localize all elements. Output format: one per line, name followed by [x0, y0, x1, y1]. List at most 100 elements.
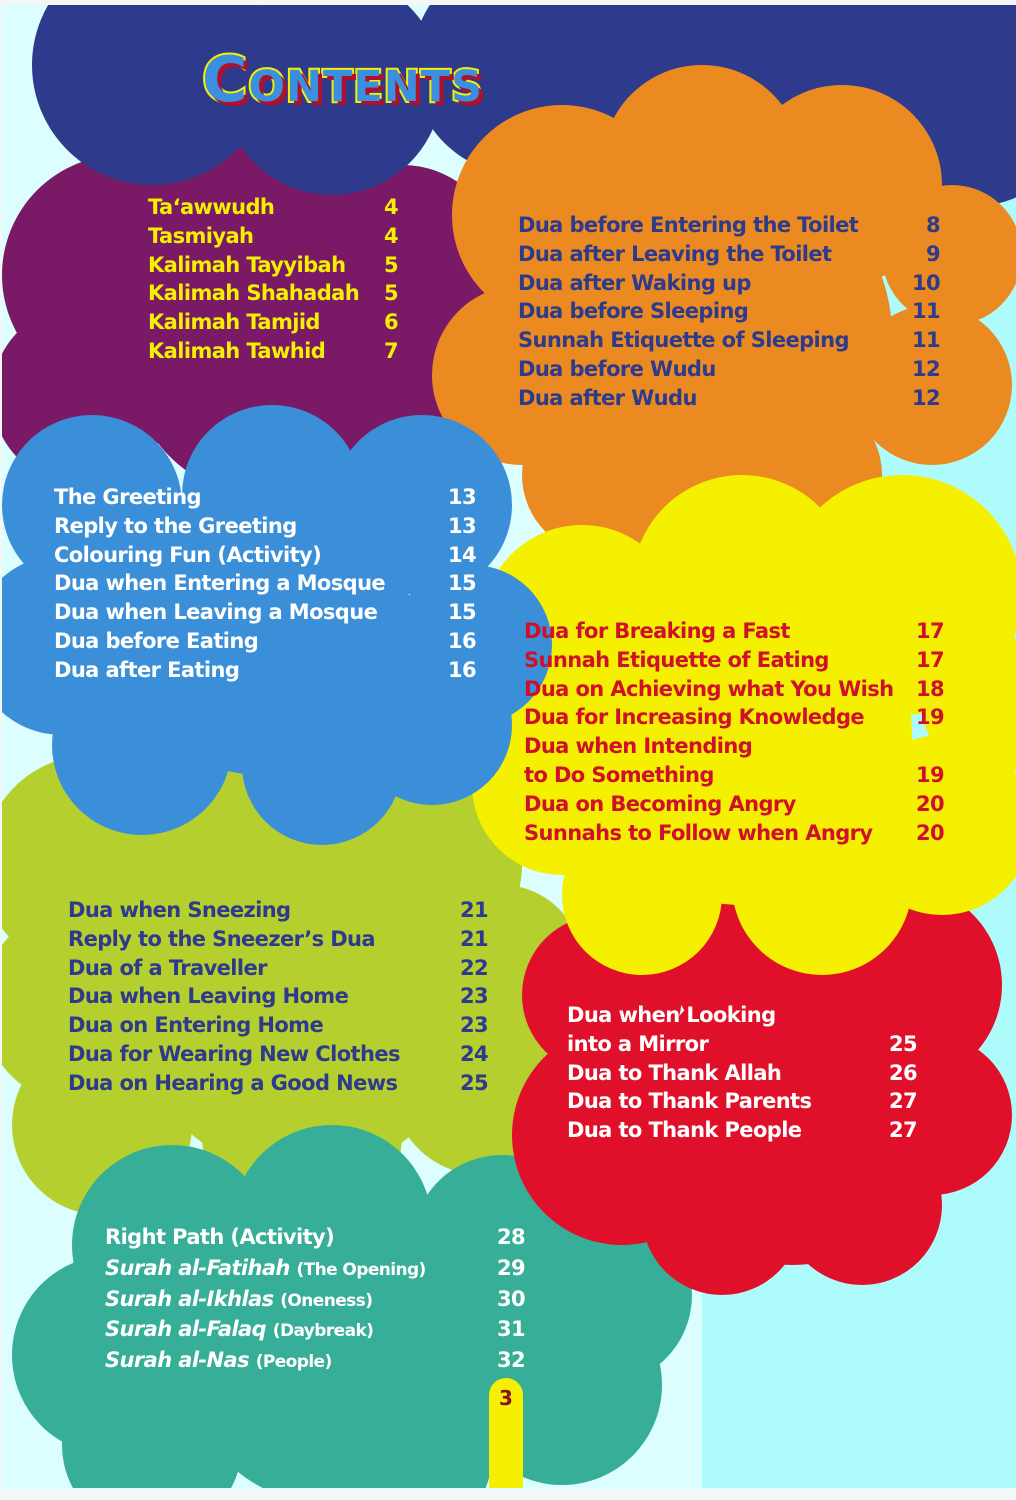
toc-entry-title: Dua on Entering Home: [68, 1013, 324, 1038]
toc-entry-title: Dua for Wearing New Clothes: [68, 1041, 400, 1066]
toc-entry[interactable]: Dua when Leaving a Mosque 15: [54, 598, 477, 627]
toc-entry-page: 16: [447, 628, 477, 653]
toc-entry-page: 25: [888, 1031, 918, 1056]
toc-entry-title: Dua of a Traveller: [68, 955, 268, 980]
toc-entry-title: Kalimah Shahadah: [148, 281, 360, 306]
toc-entry-page: 20: [915, 791, 945, 816]
toc-entry-page: 14: [447, 542, 477, 567]
toc-entry-page: 9: [925, 241, 941, 266]
toc-entry-page: 27: [888, 1089, 918, 1114]
toc-entry-title: The Greeting: [54, 485, 202, 509]
toc-entry[interactable]: Reply to the Greeting 13: [54, 512, 477, 541]
toc-entry-title: Dua when Sneezing: [68, 898, 291, 922]
toc-entry[interactable]: Surah al-Nas (People) 32: [105, 1346, 526, 1377]
contents-page: Contents Ta‘awwudh 4 Tasmiyah 4 Kalimah Tayy…: [2, 5, 1016, 1488]
entry-title-main: Right Path (Activity): [105, 1225, 335, 1249]
toc-entry-title: Dua to Thank Allah: [567, 1060, 782, 1085]
toc-entry[interactable]: Sunnah Etiquette of Sleeping 11: [518, 326, 941, 355]
toc-entry-page: 19: [915, 762, 945, 787]
toc-entry[interactable]: Dua when Entering a Mosque 15: [54, 569, 477, 598]
toc-entry[interactable]: Dua for Increasing Knowledge 19: [524, 703, 945, 732]
toc-entry[interactable]: Surah al-Fatihah (The Opening) 29: [105, 1254, 526, 1285]
toc-entry[interactable]: Dua of a Traveller 22: [68, 954, 489, 983]
toc-entry[interactable]: Kalimah Tamjid 6: [148, 308, 399, 337]
section-greeting-mosque-eating: The Greeting 13 Reply to the Greeting 13 Col…: [54, 483, 477, 685]
toc-entry-title: Surah al-Ikhlas (Oneness): [105, 1285, 373, 1316]
toc-entry[interactable]: Dua before Eating 16: [54, 627, 477, 656]
toc-entry-title: Dua after Eating: [54, 657, 240, 682]
toc-entry[interactable]: Dua after Waking up 10: [518, 269, 941, 298]
toc-entry-page: 17: [915, 647, 945, 672]
toc-entry-title: Surah al-Fatihah (The Opening): [105, 1254, 426, 1285]
toc-entry[interactable]: Dua for Breaking a Fast 17: [524, 617, 945, 646]
toc-entry-title: Dua on Hearing a Good News: [68, 1070, 398, 1095]
toc-entry-page: 20: [915, 820, 945, 845]
toc-entry-title: Ta‘awwudh: [148, 195, 275, 219]
toc-entry-page: 5: [383, 252, 399, 277]
toc-entry[interactable]: Kalimah Tawhid 7: [148, 337, 399, 366]
toc-entry-title: Kalimah Tayyibah: [148, 252, 346, 277]
toc-entry[interactable]: Dua for Wearing New Clothes 24: [68, 1040, 489, 1069]
toc-entry[interactable]: Kalimah Shahadah 5: [148, 279, 399, 308]
toc-entry-page: 4: [383, 195, 399, 219]
toc-entry[interactable]: Dua when Sneezing 21: [68, 896, 489, 925]
toc-entry-page: 13: [447, 513, 477, 538]
toc-entry[interactable]: Dua after Eating 16: [54, 656, 477, 685]
toc-entry-title: Dua on Achieving what You Wish: [524, 676, 894, 701]
toc-entry[interactable]: Dua on Achieving what You Wish 18: [524, 675, 945, 704]
toc-entry-page: 24: [459, 1041, 489, 1066]
toc-entry[interactable]: Right Path (Activity) 28: [105, 1223, 526, 1254]
toc-entry[interactable]: into a Mirror 25: [567, 1030, 918, 1059]
toc-entry-page: 10: [911, 270, 941, 295]
toc-entry[interactable]: Kalimah Tayyibah 5: [148, 251, 399, 280]
toc-entry-page: 23: [459, 1013, 489, 1038]
toc-entry[interactable]: Dua before Sleeping 11: [518, 297, 941, 326]
toc-entry-page: 16: [447, 657, 477, 682]
toc-entry-page: 25: [459, 1070, 489, 1095]
toc-entry[interactable]: Reply to the Sneezer’s Dua 21: [68, 925, 489, 954]
toc-entry[interactable]: Dua on Becoming Angry 20: [524, 790, 945, 819]
toc-entry-title: Dua when Leaving a Mosque: [54, 600, 378, 625]
toc-entry[interactable]: Surah al-Falaq (Daybreak) 31: [105, 1315, 526, 1346]
toc-entry[interactable]: Dua after Leaving the Toilet 9: [518, 240, 941, 269]
toc-entry[interactable]: Dua when Intending: [524, 732, 944, 761]
cloud-red: [512, 875, 1012, 1295]
toc-entry[interactable]: Dua to Thank Parents 27: [567, 1087, 918, 1116]
toc-entry[interactable]: The Greeting 13: [54, 483, 477, 512]
toc-entry[interactable]: Dua on Hearing a Good News 25: [68, 1069, 489, 1098]
toc-entry-title: Dua before Eating: [54, 628, 259, 653]
cloud-blue: [2, 405, 552, 845]
toc-entry[interactable]: Colouring Fun (Activity) 14: [54, 541, 477, 570]
toc-entry[interactable]: Tasmiyah 4: [148, 222, 399, 251]
toc-entry[interactable]: Dua before Wudu 12: [518, 355, 941, 384]
entry-title-main: Surah al-Ikhlas: [105, 1286, 274, 1311]
section-fast-knowledge-anger: Dua for Breaking a Fast 17 Sunnah Etiquett…: [524, 617, 945, 848]
toc-entry-page: 6: [383, 310, 399, 335]
toc-entry[interactable]: Sunnah Etiquette of Eating 17: [524, 646, 945, 675]
toc-entry[interactable]: Dua to Thank Allah 26: [567, 1059, 918, 1088]
entry-title-main: Surah al-Nas: [105, 1348, 250, 1373]
toc-entry-page: 15: [447, 600, 477, 625]
toc-entry-title: Dua for Breaking a Fast: [524, 619, 790, 643]
toc-entry-page: 30: [496, 1286, 526, 1311]
toc-entry[interactable]: to Do Something 19: [524, 761, 945, 790]
cloud-teal: [12, 1125, 692, 1488]
section-kalimah: Ta‘awwudh 4 Tasmiyah 4 Kalimah Tayyibah 5 Kali…: [148, 193, 399, 366]
toc-entry[interactable]: Dua to Thank People 27: [567, 1116, 918, 1145]
toc-entry-title: Dua when Entering a Mosque: [54, 571, 386, 596]
toc-entry-title: Tasmiyah: [148, 223, 254, 248]
cloud-yellow: [472, 475, 1016, 975]
toc-entry[interactable]: Sunnahs to Follow when Angry 20: [524, 819, 945, 848]
toc-entry[interactable]: Dua after Wudu 12: [518, 384, 941, 413]
toc-entry[interactable]: Surah al-Ikhlas (Oneness) 30: [105, 1285, 526, 1316]
toc-entry-page: 26: [888, 1060, 918, 1085]
toc-entry-page: 31: [496, 1317, 526, 1342]
toc-entry-page: 19: [915, 705, 945, 730]
toc-entry[interactable]: Dua on Entering Home 23: [68, 1011, 489, 1040]
toc-entry[interactable]: Dua when Leaving Home 23: [68, 982, 489, 1011]
toc-entry-title: Kalimah Tawhid: [148, 338, 326, 363]
toc-entry[interactable]: Dua before Entering the Toilet 8: [518, 211, 941, 240]
toc-entry[interactable]: Dua when Looking: [567, 1001, 917, 1030]
toc-entry[interactable]: Ta‘awwudh 4: [148, 193, 399, 222]
section-toilet-sleep-wudu: Dua before Entering the Toilet 8 Dua after…: [518, 211, 941, 413]
